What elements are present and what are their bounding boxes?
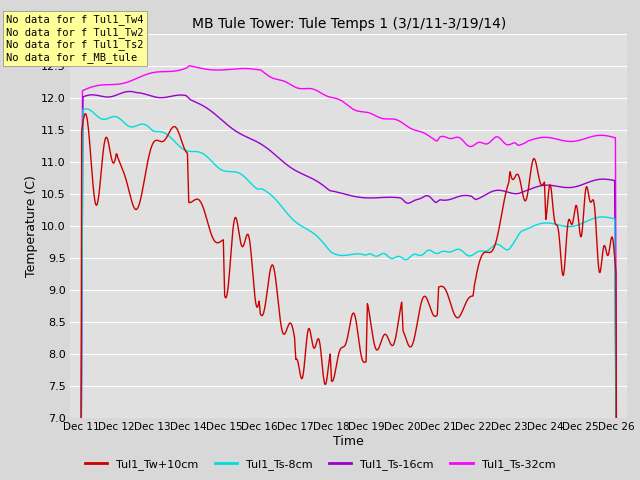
Tul1_Ts-16cm [597, 176, 605, 182]
Tul1_Ts-8cm [324, 245, 332, 251]
Tul1_Ts-8cm [105, 115, 113, 121]
Tul1_Ts-8cm [597, 214, 605, 220]
Tul1_Ts-32cm [186, 63, 193, 69]
Text: No data for f Tul1_Tw4
No data for f Tul1_Tw2
No data for f Tul1_Ts2
No data for: No data for f Tul1_Tw4 No data for f Tul… [6, 14, 144, 63]
Tul1_Ts-16cm [338, 191, 346, 196]
Legend: Tul1_Tw+10cm, Tul1_Ts-8cm, Tul1_Ts-16cm, Tul1_Ts-32cm: Tul1_Tw+10cm, Tul1_Ts-8cm, Tul1_Ts-16cm,… [81, 455, 559, 474]
Tul1_Ts-32cm [597, 132, 605, 138]
Tul1_Ts-16cm [324, 186, 332, 192]
Tul1_Tw+10cm [81, 111, 89, 117]
Tul1_Ts-32cm [77, 475, 85, 480]
Line: Tul1_Ts-16cm: Tul1_Ts-16cm [81, 92, 616, 480]
X-axis label: Time: Time [333, 435, 364, 448]
Tul1_Ts-32cm [499, 139, 507, 144]
Tul1_Ts-8cm [499, 245, 507, 251]
Tul1_Ts-8cm [338, 252, 346, 258]
Tul1_Ts-32cm [612, 426, 620, 432]
Tul1_Ts-32cm [597, 132, 605, 138]
Tul1_Tw+10cm [324, 371, 332, 377]
Tul1_Ts-8cm [77, 460, 85, 466]
Tul1_Ts-16cm [77, 453, 85, 459]
Tul1_Ts-8cm [83, 106, 90, 112]
Tul1_Tw+10cm [499, 204, 507, 210]
Line: Tul1_Ts-8cm: Tul1_Ts-8cm [81, 109, 616, 480]
Line: Tul1_Ts-32cm: Tul1_Ts-32cm [81, 66, 616, 478]
Line: Tul1_Tw+10cm: Tul1_Tw+10cm [81, 114, 616, 480]
Tul1_Ts-32cm [104, 82, 112, 87]
Tul1_Tw+10cm [597, 265, 605, 271]
Tul1_Tw+10cm [105, 141, 113, 147]
Y-axis label: Temperature (C): Temperature (C) [25, 175, 38, 276]
Tul1_Ts-16cm [499, 188, 507, 194]
Tul1_Ts-16cm [104, 94, 112, 100]
Tul1_Ts-16cm [125, 89, 133, 95]
Tul1_Ts-32cm [338, 98, 346, 104]
Tul1_Ts-16cm [597, 176, 605, 182]
Tul1_Tw+10cm [338, 345, 346, 350]
Tul1_Ts-8cm [597, 214, 605, 220]
Tul1_Tw+10cm [77, 424, 85, 430]
Title: MB Tule Tower: Tule Temps 1 (3/1/11-3/19/14): MB Tule Tower: Tule Temps 1 (3/1/11-3/19… [191, 17, 506, 31]
Tul1_Tw+10cm [597, 263, 605, 268]
Tul1_Ts-32cm [324, 94, 332, 99]
